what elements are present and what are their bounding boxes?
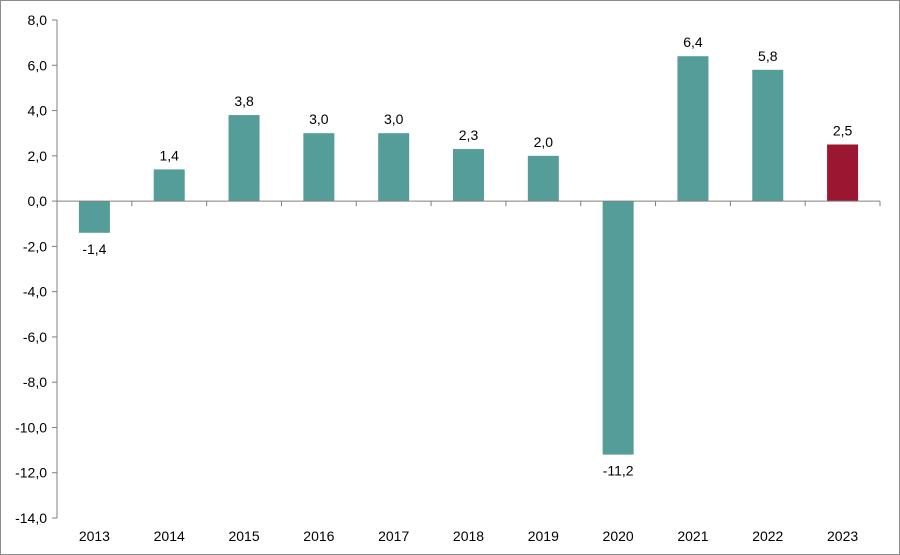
y-tick-label: -6,0 <box>23 329 47 345</box>
bar-2013 <box>78 201 110 233</box>
data-label-2021: 6,4 <box>683 34 703 50</box>
bar-2021 <box>677 56 709 202</box>
y-tick-label: 4,0 <box>28 103 48 119</box>
data-label-2020: -11,2 <box>603 463 634 479</box>
data-label-2013: -1,4 <box>82 241 106 257</box>
y-tick-label: 8,0 <box>28 12 48 28</box>
x-category-label: 2023 <box>827 528 858 544</box>
x-category-label: 2014 <box>154 528 185 544</box>
x-category-label: 2021 <box>677 528 708 544</box>
x-category-label: 2018 <box>453 528 484 544</box>
x-category-label: 2017 <box>378 528 409 544</box>
y-tick-label: -10,0 <box>15 419 47 435</box>
y-tick-label: -14,0 <box>15 510 47 526</box>
data-label-2023: 2,5 <box>833 123 853 139</box>
bar-2018 <box>453 149 484 202</box>
x-category-label: 2020 <box>603 528 634 544</box>
y-tick-label: 6,0 <box>28 57 48 73</box>
data-label-2019: 2,0 <box>534 134 554 150</box>
x-category-label: 2019 <box>528 528 559 544</box>
x-category-label: 2013 <box>79 528 110 544</box>
bar-2019 <box>527 155 559 202</box>
bar-2022 <box>752 69 784 202</box>
bar-2016 <box>303 133 335 202</box>
bar-2014 <box>153 169 185 202</box>
data-label-2016: 3,0 <box>309 111 329 127</box>
axes-layer <box>52 19 881 519</box>
y-tick-label: 2,0 <box>28 148 48 164</box>
y-tick-label: -2,0 <box>23 238 47 254</box>
bar-2023 <box>827 144 859 202</box>
data-label-2014: 1,4 <box>159 147 179 163</box>
y-tick-label: -4,0 <box>23 284 47 300</box>
data-label-2018: 2,3 <box>459 127 479 143</box>
bar-2020 <box>602 201 634 455</box>
bar-2015 <box>228 115 260 202</box>
data-label-2022: 5,8 <box>758 48 778 64</box>
bars-layer <box>78 56 859 455</box>
y-tick-label: -8,0 <box>23 374 47 390</box>
data-label-2015: 3,8 <box>234 93 254 109</box>
x-category-label: 2015 <box>228 528 259 544</box>
bar-2017 <box>378 133 410 202</box>
data-label-2017: 3,0 <box>384 111 404 127</box>
x-category-label: 2022 <box>752 528 783 544</box>
x-category-label: 2016 <box>303 528 334 544</box>
y-tick-label: -12,0 <box>15 465 47 481</box>
labels-layer: -1,4 1,4 3,8 3,0 3,0 2,3 2,0 -11,2 6,4 5,8 2,5 8,0 6… <box>15 12 858 544</box>
y-tick-label: 0,0 <box>28 193 48 209</box>
